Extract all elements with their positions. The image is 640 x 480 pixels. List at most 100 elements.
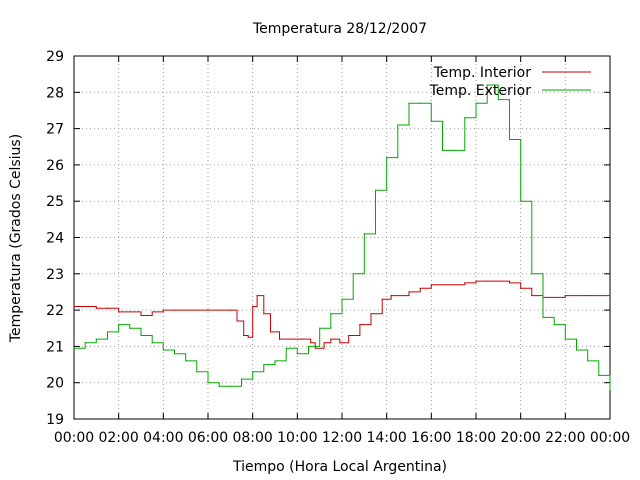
temp-exterior-point (207, 382, 209, 384)
temp-interior-point (73, 305, 75, 308)
temp-interior-point (609, 294, 611, 297)
temp-exterior-point (129, 327, 131, 329)
grid-lines (74, 56, 610, 419)
temp-interior-point (453, 284, 455, 286)
temp-interior-point (247, 336, 249, 338)
temp-exterior-point (464, 117, 466, 119)
temp-exterior-point (430, 120, 432, 122)
temp-exterior-point (95, 338, 97, 340)
temp-exterior-point (252, 371, 254, 373)
temp-interior-point (207, 309, 209, 311)
temp-exterior-point (475, 102, 477, 104)
temp-exterior-point (296, 353, 298, 355)
temp-interior-point (290, 338, 292, 340)
temp-interior-point (486, 280, 488, 282)
temp-exterior-point (575, 349, 578, 351)
temp-interior-point (497, 280, 499, 282)
temp-interior-point (441, 284, 444, 286)
temp-interior-point (173, 309, 176, 311)
temp-exterior-point (386, 157, 388, 159)
temp-interior-point (118, 311, 120, 313)
y-tick-label: 28 (46, 85, 64, 101)
temp-exterior-point (598, 374, 600, 377)
x-tick-label: 22:00 (545, 430, 585, 446)
temp-interior-point (419, 287, 421, 289)
temp-exterior-point (397, 124, 399, 126)
temp-exterior-point (542, 316, 544, 318)
temp-exterior-point (352, 273, 354, 275)
x-tick-label: 08:00 (232, 430, 272, 446)
y-tick-label: 25 (46, 194, 64, 210)
x-tick-label: 00:00 (590, 430, 630, 446)
temp-interior-line (74, 280, 610, 349)
temp-interior-point (587, 294, 589, 297)
temp-interior-point (129, 311, 131, 313)
temp-exterior-point (453, 149, 455, 151)
temp-interior-point (381, 298, 383, 300)
axis-ticks: 00:00 02:00 04:00 06:00 08:00 10:00 12:00 14:00… (46, 49, 630, 446)
temp-exterior-point (185, 360, 187, 362)
temp-exterior-point (609, 389, 611, 391)
temp-exterior-point (531, 273, 533, 275)
temp-interior-point (370, 313, 372, 315)
temp-interior-point (408, 291, 410, 293)
temp-interior-point (229, 309, 231, 311)
y-tick-label: 26 (46, 158, 64, 174)
temp-interior-point (314, 347, 316, 349)
x-tick-label: 12:00 (322, 430, 362, 446)
temp-exterior-point (173, 353, 176, 355)
temp-exterior-point (564, 338, 566, 340)
temp-interior-point (269, 331, 272, 333)
temp-exterior-point (363, 233, 365, 235)
y-tick-label: 29 (46, 49, 64, 65)
temp-interior-point (301, 338, 303, 340)
temp-exterior-point (106, 331, 109, 333)
y-tick-label: 21 (46, 339, 64, 355)
temp-exterior-point (218, 385, 220, 387)
temp-exterior-point (330, 313, 332, 315)
temp-exterior-point (285, 347, 287, 349)
temp-exterior-point (374, 189, 377, 191)
x-tick-label: 00:00 (54, 430, 94, 446)
temp-exterior-point (73, 347, 75, 349)
legend-label: Temp. Exterior (429, 83, 532, 99)
temp-exterior-point (118, 324, 120, 326)
temp-interior-point (508, 282, 511, 284)
legend-label: Temp. Interior (433, 65, 532, 81)
x-tick-label: 20:00 (500, 430, 540, 446)
series-layer (73, 84, 611, 391)
temp-interior-point (430, 284, 432, 286)
y-tick-label: 20 (46, 376, 64, 392)
temp-interior-point (278, 338, 281, 340)
temp-exterior-point (441, 149, 444, 151)
temp-exterior-point (508, 138, 511, 141)
temp-interior-point (185, 309, 187, 311)
temp-interior-point (252, 305, 254, 308)
temp-exterior-point (486, 84, 488, 86)
temp-interior-point (359, 324, 361, 326)
temp-exterior-point (520, 200, 522, 202)
x-tick-label: 06:00 (188, 430, 228, 446)
temp-interior-point (151, 311, 153, 313)
x-tick-label: 10:00 (277, 430, 317, 446)
y-tick-label: 27 (46, 122, 64, 138)
temp-exterior-point (263, 363, 265, 366)
x-tick-label: 04:00 (143, 430, 183, 446)
temp-interior-point (348, 334, 350, 337)
y-axis-label: Temperatura (Grados Celsius) (8, 134, 24, 343)
temp-exterior-point (140, 334, 142, 337)
temp-exterior-point (408, 102, 410, 104)
temp-exterior-line (74, 84, 611, 390)
temp-interior-point (162, 309, 164, 311)
temp-interior-point (263, 313, 265, 315)
temp-exterior-point (419, 102, 421, 104)
temp-exterior-point (553, 324, 555, 326)
x-tick-label: 02:00 (98, 430, 138, 446)
temp-interior-point (520, 287, 522, 289)
temp-interior-point (531, 294, 533, 297)
temp-exterior-point (84, 342, 86, 344)
temp-exterior-point (196, 371, 198, 373)
temp-interior-point (310, 342, 312, 344)
temp-exterior-point (151, 342, 153, 344)
temp-interior-point (475, 280, 477, 282)
